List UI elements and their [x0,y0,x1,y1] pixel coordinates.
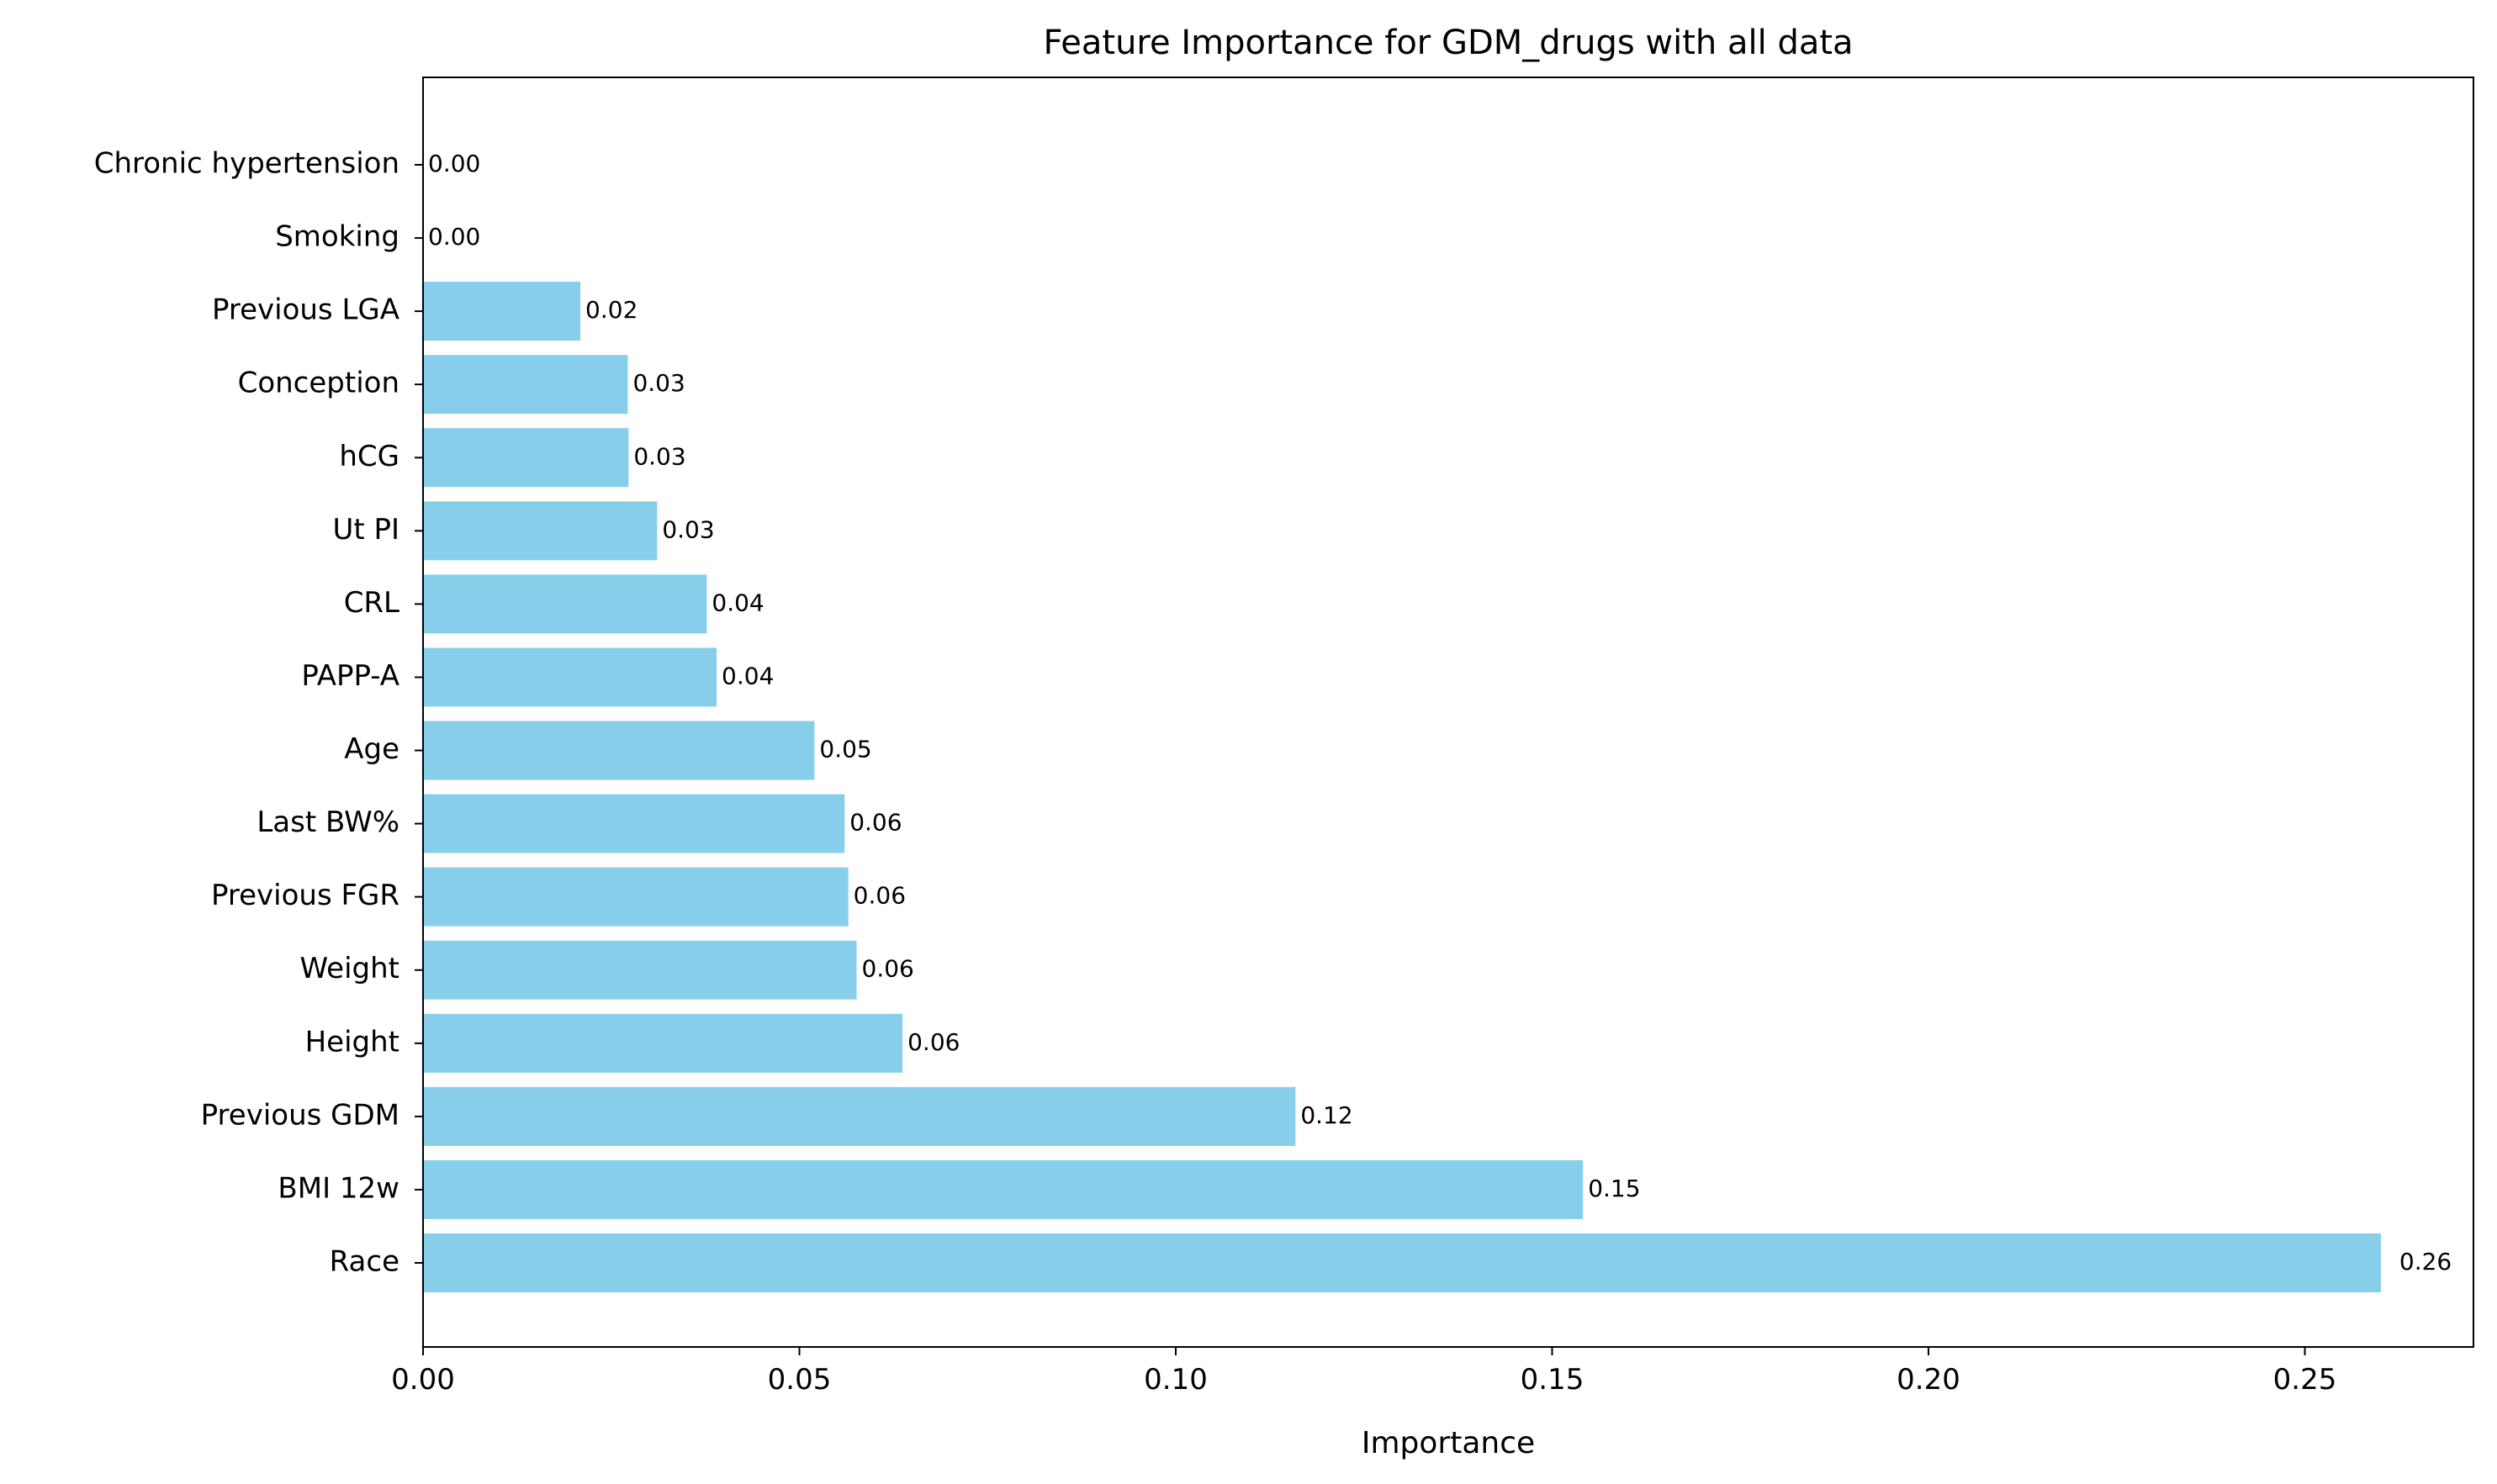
bar [423,355,628,415]
bar-value-label: 0.06 [862,955,914,983]
y-tick-label: Weight [300,952,399,985]
y-tick-label: Conception [238,367,399,400]
bar [423,1086,1296,1146]
bar-value-label: 0.12 [1300,1101,1352,1129]
bar-value-label: 0.06 [849,809,902,837]
bar [423,1233,2381,1292]
bar [423,501,658,561]
bar [423,647,717,707]
bar-value-label: 0.05 [819,736,871,763]
x-tick-label: 0.10 [1144,1363,1208,1397]
y-tick-label: hCG [339,440,399,473]
chart-title: Feature Importance for GDM_drugs with al… [1043,24,1853,62]
y-tick-label: CRL [344,586,399,620]
bar-value-label: 0.00 [428,150,480,177]
bar-value-label: 0.06 [854,882,906,910]
y-tick-label: Height [305,1025,399,1059]
bar [423,721,815,780]
x-tick-group: 0.00 0.05 0.10 0.15 0.20 0.25 [391,1347,2336,1397]
x-axis-label: Importance [1362,1426,1535,1460]
y-tick-label: Ut PI [332,513,399,547]
bar-value-label: 0.03 [662,515,714,543]
y-tick-label: Previous GDM [201,1098,399,1132]
bar [423,574,707,634]
bar-value-label: 0.04 [722,662,774,689]
y-tick-label: PAPP-A [301,659,399,693]
bar-value-label: 0.06 [907,1028,960,1056]
x-tick-label: 0.20 [1897,1363,1960,1397]
bar-value-label: 0.02 [585,296,637,324]
x-tick-label: 0.15 [1521,1363,1584,1397]
y-tick-label: Age [344,732,399,766]
bar [423,282,581,341]
bar-group: 0.00 0.00 0.02 0.03 0.03 0.03 0.04 0.04 0.05 0.06… [423,150,2452,1292]
y-tick-label: BMI 12w [278,1171,399,1205]
bar-value-label: 0.15 [1588,1175,1640,1202]
bar-value-label: 0.03 [633,442,685,470]
x-tick-label: 0.05 [768,1363,832,1397]
y-tick-label: Last BW% [257,805,399,839]
y-tick-label: Chronic hypertension [94,147,399,181]
bar-value-label: 0.03 [632,369,685,397]
bar [423,428,629,488]
bar [423,794,845,853]
y-tick-label-group: Chronic hypertension Smoking Previous LGA C… [94,147,423,1279]
y-tick-label: Race [330,1245,399,1279]
x-tick-label: 0.25 [2273,1363,2337,1397]
bar [423,1159,1584,1219]
y-tick-label: Smoking [275,220,399,254]
y-tick-label: Previous LGA [212,293,399,327]
x-tick-label: 0.00 [391,1363,455,1397]
bar [423,1013,903,1073]
plot-frame [422,77,2474,1348]
bar-value-label: 0.04 [712,589,764,616]
bar-value-label: 0.00 [428,223,480,251]
bar-value-label: 0.26 [2399,1248,2452,1275]
bar [423,940,857,1000]
bar [423,867,849,927]
y-tick-label: Previous FGR [211,879,399,912]
